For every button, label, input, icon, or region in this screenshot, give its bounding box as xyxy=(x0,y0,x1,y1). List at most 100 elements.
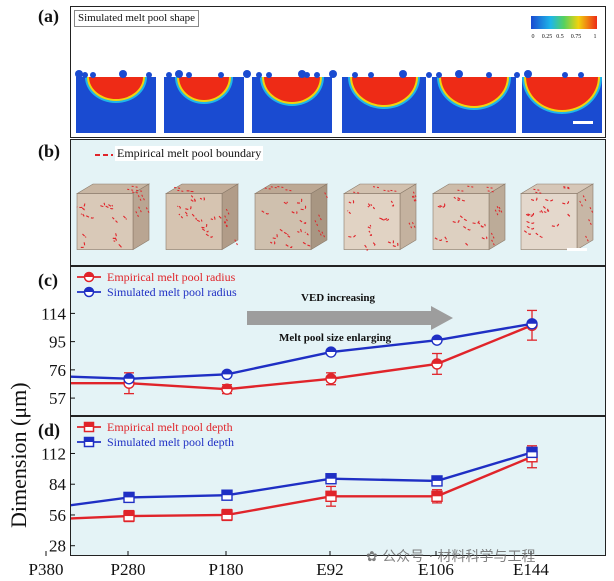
y-tick-label: 57 xyxy=(49,389,67,408)
boundary-mark xyxy=(272,233,278,239)
boundary-mark xyxy=(299,219,307,224)
data-point-fill xyxy=(124,511,134,517)
boundary-mark xyxy=(543,208,549,214)
boundary-mark xyxy=(433,236,443,241)
melt-pool-liquid xyxy=(441,77,507,106)
x-tick-label: E92 xyxy=(316,560,343,579)
boundary-mark xyxy=(457,189,464,192)
boundary-mark xyxy=(270,186,277,189)
boundary-mark xyxy=(287,233,291,238)
boundary-mark xyxy=(131,191,139,194)
y-tick-label: 76 xyxy=(49,361,66,380)
powder-particle xyxy=(256,72,262,78)
powder-particle xyxy=(329,70,337,78)
boundary-mark xyxy=(589,206,594,214)
boundary-mark xyxy=(525,225,535,230)
boundary-mark xyxy=(111,216,118,223)
panel-a-letter: (a) xyxy=(38,6,59,26)
scale-bar xyxy=(573,121,593,124)
panel-b-letter: (b) xyxy=(38,141,60,161)
boundary-mark xyxy=(285,189,292,192)
boundary-mark xyxy=(137,195,142,202)
colorbar xyxy=(531,16,597,29)
boundary-mark xyxy=(411,195,416,203)
boundary-mark xyxy=(563,187,570,190)
boundary-mark xyxy=(321,231,326,238)
powder-particle xyxy=(368,72,374,78)
boundary-mark xyxy=(223,221,228,228)
cube-front-face xyxy=(254,193,312,250)
boundary-mark xyxy=(585,235,590,243)
boundary-mark xyxy=(177,189,184,192)
boundary-mark xyxy=(579,200,584,208)
boundary-mark xyxy=(372,242,377,247)
data-point-fill xyxy=(527,447,537,453)
melt-pool-shapes: 0 0.25 0.5 0.75 1 xyxy=(75,16,602,133)
boundary-mark xyxy=(392,242,399,247)
powder-particle xyxy=(298,70,306,78)
scale-bar xyxy=(567,248,587,251)
data-point-fill xyxy=(326,373,336,379)
boundary-mark xyxy=(177,205,182,209)
boundary-mark xyxy=(314,220,319,227)
boundary-mark xyxy=(387,240,395,244)
melt-pool-liquid xyxy=(179,77,229,100)
melt-pool-liquid xyxy=(526,77,598,110)
cube-side-face xyxy=(221,183,239,251)
boundary-mark xyxy=(108,204,114,208)
boundary-mark xyxy=(526,220,535,224)
colorbar-tick-label: 0 xyxy=(532,34,535,40)
y-tick-label: 84 xyxy=(49,475,67,494)
boundary-mark xyxy=(131,185,138,188)
boundary-mark xyxy=(302,241,312,247)
boundary-mark xyxy=(367,203,371,208)
boundary-mark xyxy=(186,190,193,193)
powder-particle xyxy=(514,72,520,78)
boundary-mark xyxy=(491,239,496,247)
panel-d-letter: (d) xyxy=(38,420,60,440)
boundary-mark xyxy=(279,228,289,235)
boundary-mark xyxy=(270,241,276,245)
cube-side-face xyxy=(399,183,417,251)
x-tick-label: P180 xyxy=(209,560,244,579)
powder-particle xyxy=(562,72,568,78)
boundary-mark xyxy=(452,219,460,224)
powder-particle xyxy=(352,72,358,78)
boundary-mark xyxy=(533,188,540,191)
melt-pool-liquid xyxy=(352,77,416,105)
powder-particle xyxy=(524,70,532,78)
data-point-fill xyxy=(222,490,232,496)
boundary-mark xyxy=(453,196,460,202)
cube-side-face xyxy=(576,183,594,251)
boundary-mark xyxy=(224,220,229,228)
powder-particle xyxy=(119,70,127,78)
boundary-mark xyxy=(283,201,289,205)
boundary-mark xyxy=(174,186,181,189)
boundary-mark xyxy=(551,221,560,227)
boundary-mark xyxy=(201,222,208,229)
series-line xyxy=(71,322,533,380)
powder-particle xyxy=(146,72,152,78)
data-point-fill xyxy=(124,373,134,379)
boundary-mark xyxy=(368,230,372,237)
boundary-mark xyxy=(79,242,86,248)
boundary-mark xyxy=(113,237,118,243)
y-tick-label: 114 xyxy=(41,304,66,323)
panel-b-legend: Empirical melt pool boundary xyxy=(115,146,264,161)
boundary-mark xyxy=(457,197,466,202)
panel-c-letter: (c) xyxy=(38,270,58,290)
powder-particle xyxy=(436,72,442,78)
powder-particle xyxy=(166,72,172,78)
boundary-mark xyxy=(205,233,213,238)
boundary-mark xyxy=(225,208,230,216)
boundary-mark xyxy=(135,211,140,218)
legend-label: Simulated melt pool radius xyxy=(107,285,237,299)
powder-particle xyxy=(175,70,183,78)
boundary-mark xyxy=(224,215,229,222)
powder-particle xyxy=(399,70,407,78)
boundary-mark xyxy=(136,189,143,192)
melt-pool-liquid xyxy=(89,77,143,99)
boundary-mark xyxy=(105,205,115,210)
cube-side-face xyxy=(310,183,328,251)
powder-particle xyxy=(578,72,584,78)
